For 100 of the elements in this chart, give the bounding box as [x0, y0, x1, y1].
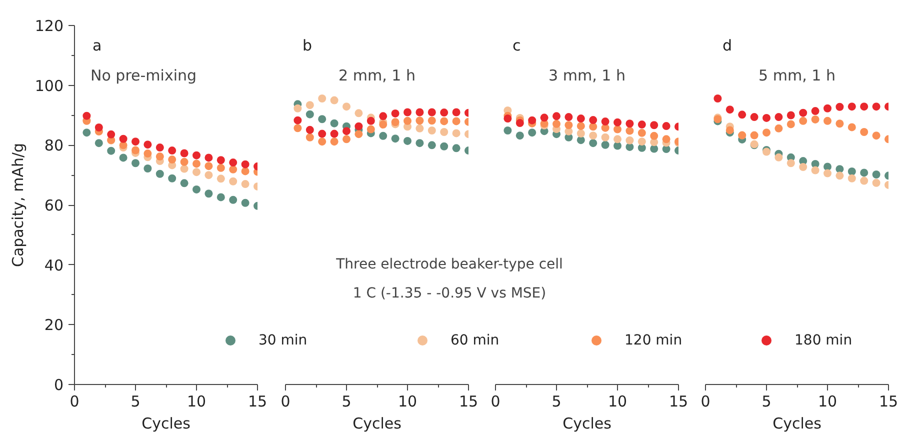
text: c — [512, 36, 521, 54]
legend-label: 60 min — [450, 332, 500, 348]
point — [504, 126, 512, 134]
point — [552, 120, 560, 128]
point — [662, 122, 670, 130]
point — [786, 159, 795, 168]
point — [811, 166, 820, 174]
point — [416, 116, 424, 125]
point — [229, 158, 238, 167]
point — [662, 135, 670, 144]
point — [564, 121, 573, 130]
x-tick-label: 0 — [490, 392, 500, 410]
point — [404, 136, 412, 145]
point — [404, 108, 412, 116]
point — [638, 128, 646, 137]
point — [601, 140, 610, 149]
point — [318, 115, 326, 124]
point — [860, 168, 868, 177]
point — [107, 146, 116, 155]
x-tick-label: 0 — [280, 392, 290, 410]
point — [576, 136, 585, 144]
point — [107, 130, 116, 138]
point — [786, 120, 795, 128]
point — [241, 198, 250, 207]
point — [119, 134, 128, 143]
point — [192, 168, 200, 176]
point — [132, 146, 140, 154]
point — [391, 134, 400, 143]
point — [342, 127, 350, 136]
point — [799, 108, 808, 117]
point — [799, 163, 808, 171]
point — [762, 128, 770, 137]
point — [774, 124, 783, 132]
point — [836, 172, 844, 180]
y-tick-label: 100 — [34, 76, 64, 95]
point — [638, 138, 646, 146]
point — [416, 108, 424, 116]
x-axis-title: Cycles — [772, 414, 822, 432]
x-tick-label: 5 — [130, 392, 140, 410]
x-tick-label: 15 — [458, 392, 478, 410]
point — [294, 116, 302, 124]
point — [294, 104, 302, 112]
point — [848, 174, 856, 182]
point — [726, 106, 734, 114]
point — [650, 121, 658, 130]
legend-label: 180 min — [794, 332, 852, 348]
point — [192, 185, 200, 194]
point — [229, 165, 238, 174]
annotation: Three electrode beaker-type cell — [335, 256, 563, 272]
x-tick-label: 15 — [878, 392, 898, 410]
annotation: 1 C (-1.35 - -0.95 V vs MSE) — [352, 286, 546, 302]
point — [342, 135, 350, 144]
point — [564, 113, 573, 122]
point — [650, 144, 658, 153]
point — [872, 170, 880, 178]
point — [428, 126, 436, 134]
point — [379, 112, 388, 120]
point — [204, 190, 213, 198]
y-tick-label: 0 — [54, 376, 64, 394]
point — [428, 116, 436, 125]
point — [229, 177, 238, 186]
point — [156, 144, 164, 152]
point — [824, 116, 832, 125]
x-tick-label: 10 — [186, 392, 206, 410]
point — [306, 101, 314, 110]
point — [306, 110, 314, 118]
point — [404, 116, 412, 125]
legend-label: 30 min — [258, 332, 308, 348]
point — [144, 164, 152, 172]
point — [82, 112, 91, 120]
point — [330, 119, 338, 128]
point — [811, 107, 820, 116]
point — [614, 135, 622, 144]
point — [836, 102, 844, 111]
point — [192, 160, 200, 168]
point — [452, 117, 460, 126]
point — [848, 123, 856, 132]
point — [330, 138, 338, 146]
point — [216, 156, 225, 164]
point — [306, 133, 314, 142]
point — [180, 164, 188, 173]
point — [614, 142, 622, 150]
point — [391, 109, 400, 118]
point — [626, 136, 634, 144]
point — [650, 132, 658, 140]
point — [552, 112, 560, 120]
point — [366, 116, 375, 125]
point — [836, 165, 844, 174]
point — [576, 122, 585, 130]
point — [379, 132, 388, 140]
point — [738, 110, 746, 119]
y-tick-label: 80 — [44, 136, 64, 155]
point — [204, 171, 213, 180]
point — [306, 126, 314, 134]
point — [82, 128, 91, 137]
point — [601, 118, 610, 126]
point — [528, 116, 536, 124]
x-axis-title: Cycles — [562, 414, 612, 432]
point — [192, 151, 200, 160]
point — [132, 138, 140, 146]
